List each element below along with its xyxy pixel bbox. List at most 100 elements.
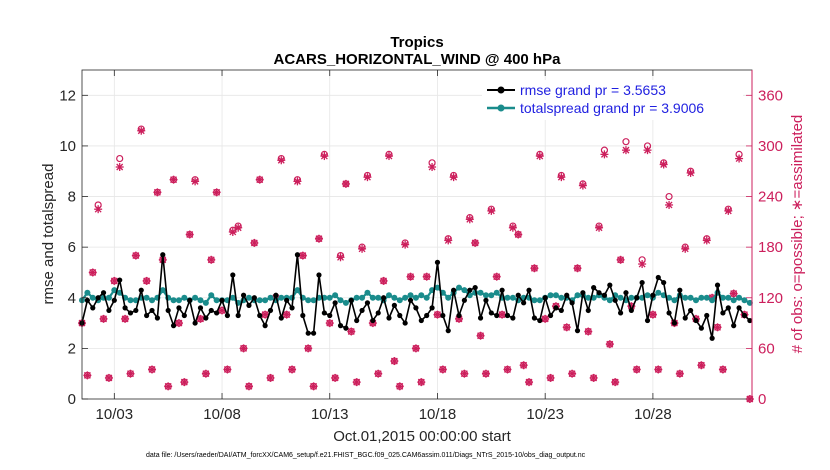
totalspread-point	[375, 294, 382, 301]
obs-assimilated-marker	[384, 152, 393, 161]
obs-assimilated-marker	[185, 230, 194, 239]
totalspread-point	[159, 287, 166, 294]
rmse-point	[181, 312, 187, 319]
rmse-point	[321, 310, 327, 316]
obs-assimilated-marker	[605, 340, 614, 349]
totalspread-point	[434, 284, 441, 291]
rmse-point	[240, 292, 247, 298]
totalspread-point	[493, 289, 500, 296]
totalspread-point	[703, 294, 710, 301]
ticks: 0 2 4 6 8 10 12 10/03 10/08 10/13 10/18 10/23 10/28 0…	[59, 70, 783, 423]
obs-assimilated-marker	[244, 382, 253, 391]
obs-assimilated-marker	[578, 181, 587, 190]
rmse-point	[515, 292, 521, 298]
totalspread-point	[666, 294, 673, 301]
totalspread-point	[127, 297, 134, 304]
y2-tick-label: 60	[758, 340, 775, 357]
rmse-point	[483, 297, 489, 303]
totalspread-point	[574, 292, 581, 299]
totalspread-point	[552, 292, 559, 299]
totalspread-point	[402, 294, 409, 301]
totalspread-point	[746, 299, 753, 306]
rmse-point	[289, 305, 295, 311]
totalspread-point	[310, 297, 317, 304]
obs-assimilated-marker	[88, 268, 97, 277]
rmse-point	[407, 297, 414, 303]
rmse-point	[698, 325, 704, 331]
rmse-point	[154, 315, 161, 321]
rmse-point	[553, 305, 559, 311]
footnote: data file: /Users/raeder/DAI/ATM_forcXX/…	[146, 452, 586, 459]
rmse-point	[623, 290, 629, 296]
totalspread-point	[461, 287, 468, 294]
rmse-point	[90, 305, 96, 311]
obs-assimilated-marker	[99, 314, 108, 323]
totalspread-point	[143, 294, 150, 301]
obs-assimilated-marker	[379, 276, 388, 285]
rmse-point	[704, 312, 710, 319]
obs-assimilated-marker	[174, 319, 183, 328]
obs-assimilated-marker	[638, 260, 647, 269]
obs-assimilated-marker	[104, 373, 113, 382]
obs-assimilated-marker	[169, 175, 178, 184]
rmse-point	[176, 305, 182, 311]
totalspread-point	[606, 297, 613, 304]
legend-marker-rmse	[497, 86, 505, 94]
rmse-point	[682, 315, 688, 321]
y2-axis-label: # of obs: o=possible; ∗=assimilated	[789, 115, 806, 354]
obs-assimilated-marker	[218, 306, 227, 315]
rmse-point	[273, 292, 279, 298]
x-axis-label: Oct.01,2015 00:00:00 start	[333, 428, 511, 445]
totalspread-point	[741, 297, 748, 304]
obs-assimilated-marker	[314, 234, 323, 243]
rmse-point	[117, 277, 123, 283]
obs-assimilated-marker	[562, 323, 571, 332]
totalspread-point	[175, 297, 182, 304]
obs-assimilated-marker	[546, 373, 555, 382]
totalspread-point	[369, 294, 376, 301]
rmse-point	[327, 312, 333, 319]
rmse-point	[84, 297, 90, 303]
obs-assimilated-marker	[632, 365, 641, 374]
legend-marker-totalspread	[497, 104, 505, 112]
totalspread-point	[256, 297, 263, 304]
rmse-point	[499, 287, 505, 293]
rmse-point	[564, 292, 570, 298]
rmse-point	[127, 310, 134, 316]
obs-assimilated-marker	[686, 168, 695, 177]
obs-assimilated-marker	[471, 238, 480, 247]
rmse-point	[208, 307, 214, 314]
y-tick-label: 12	[59, 87, 76, 104]
x-tick-label: 10/08	[203, 406, 241, 423]
obs-assimilated-marker	[223, 365, 232, 374]
rmse-point	[661, 279, 667, 286]
rmse-point	[418, 317, 424, 324]
obs-assimilated-marker	[395, 382, 404, 391]
rmse-point	[402, 320, 408, 326]
rmse-point	[644, 317, 651, 324]
rmse-point	[364, 300, 371, 306]
obs-assimilated-marker	[724, 206, 733, 215]
totalspread-point	[477, 289, 484, 296]
obs-assimilated-marker	[234, 223, 243, 232]
totalspread-point	[278, 294, 285, 301]
rmse-point	[386, 315, 392, 321]
obs-assimilated-marker	[503, 365, 512, 374]
totalspread-point	[407, 292, 414, 299]
totalspread-point	[730, 297, 737, 304]
rmse-point	[741, 312, 748, 319]
obs-assimilated-marker	[347, 327, 356, 336]
rmse-point	[144, 312, 150, 319]
obs-assimilated-marker	[282, 310, 291, 319]
totalspread-point	[181, 294, 188, 301]
y-tick-label: 8	[68, 189, 76, 206]
rmse-point	[639, 279, 645, 286]
obs-assimilated-marker	[729, 289, 738, 298]
rmse-point	[246, 302, 252, 308]
obs-assimilated-marker	[137, 126, 146, 135]
line-series	[79, 252, 753, 341]
chart-title: Tropics	[390, 34, 443, 51]
obs-series	[78, 125, 754, 403]
y-tick-label: 10	[59, 138, 76, 155]
obs-assimilated-marker	[735, 154, 744, 163]
